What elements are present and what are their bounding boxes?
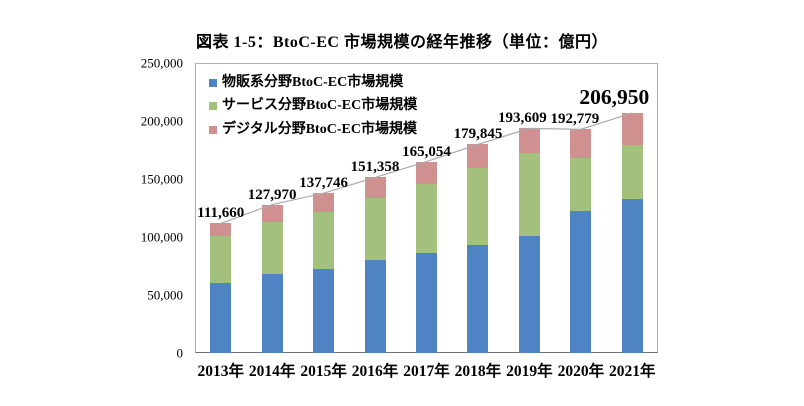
legend-label: サービス分野BtoC-EC市場規模 <box>222 98 418 114</box>
total-label: 179,845 <box>453 126 503 143</box>
total-label: 165,054 <box>402 143 451 160</box>
total-label: 137,746 <box>299 175 348 192</box>
bar-segment-series2 <box>313 193 335 213</box>
legend-item-series2: デジタル分野BtoC-EC市場規模 <box>209 118 417 142</box>
x-category-label: 2015年 <box>300 363 347 380</box>
total-label: 127,970 <box>247 186 297 203</box>
y-tick-label: 50,000 <box>147 287 183 303</box>
bar-segment-series1 <box>621 145 643 199</box>
bar-segment-series0 <box>261 274 283 353</box>
chart-title: 図表 1-5：BtoC-EC 市場規模の経年推移（単位：億円） <box>196 34 608 51</box>
bar-segment-series2 <box>518 128 540 154</box>
bar-segment-series1 <box>570 157 592 212</box>
bar-segment-series0 <box>364 260 386 353</box>
bar-segment-series1 <box>364 198 386 261</box>
bar-segment-series0 <box>210 283 232 353</box>
bar-segment-series2 <box>570 129 592 158</box>
bar-segment-series1 <box>416 184 437 254</box>
bar-segment-series2 <box>621 112 643 146</box>
bar-segment-series1 <box>313 212 335 269</box>
x-category-label: 2021年 <box>609 363 656 380</box>
bar-segment-series2 <box>261 204 283 223</box>
bar-segment-series0 <box>416 253 437 353</box>
bar-segment-series1 <box>261 222 283 275</box>
x-category-label: 2017年 <box>403 363 450 380</box>
bar-segment-series2 <box>416 161 437 185</box>
y-tick-label: 250,000 <box>140 55 183 71</box>
x-category-label: 2019年 <box>506 363 553 380</box>
bar-segment-series2 <box>467 144 489 169</box>
bar-segment-series1 <box>210 235 232 284</box>
total-label: 111,660 <box>197 205 245 222</box>
total-label: 151,358 <box>350 159 400 176</box>
legend-item-series1: サービス分野BtoC-EC市場規模 <box>209 95 417 119</box>
legend-item-series0: 物販系分野BtoC-EC市場規模 <box>209 71 417 95</box>
x-category-label: 2013年 <box>197 363 244 380</box>
total-label: 192,779 <box>550 111 600 128</box>
bar-segment-series2 <box>364 177 386 199</box>
bar-segment-series0 <box>621 198 643 353</box>
legend-label: デジタル分野BtoC-EC市場規模 <box>222 121 417 137</box>
y-tick-label: 200,000 <box>140 113 183 129</box>
bar-segment-series0 <box>570 211 592 353</box>
y-tick-label: 0 <box>176 345 184 361</box>
bar-segment-series0 <box>313 269 335 353</box>
legend-swatch-icon <box>209 78 217 87</box>
y-tick-label: 100,000 <box>140 229 183 245</box>
bar-segment-series1 <box>518 153 540 237</box>
x-category-label: 2014年 <box>248 363 296 380</box>
bar-segment-series0 <box>467 245 489 353</box>
total-label-emphasized: 206,950 <box>579 84 650 109</box>
bar-segment-series0 <box>518 236 540 353</box>
y-tick-label: 150,000 <box>140 171 183 187</box>
x-category-label: 2016年 <box>351 363 399 380</box>
bar-segment-series1 <box>467 168 489 246</box>
x-category-label: 2018年 <box>454 363 502 380</box>
total-label: 193,609 <box>498 110 547 127</box>
legend-label: 物販系分野BtoC-EC市場規模 <box>222 74 404 90</box>
legend: 物販系分野BtoC-EC市場規模 サービス分野BtoC-EC市場規模 デジタル分野B… <box>209 71 417 142</box>
legend-swatch-icon <box>209 102 217 111</box>
legend-swatch-icon <box>209 125 217 134</box>
bar-segment-series2 <box>210 223 232 236</box>
x-category-label: 2020年 <box>557 363 605 380</box>
